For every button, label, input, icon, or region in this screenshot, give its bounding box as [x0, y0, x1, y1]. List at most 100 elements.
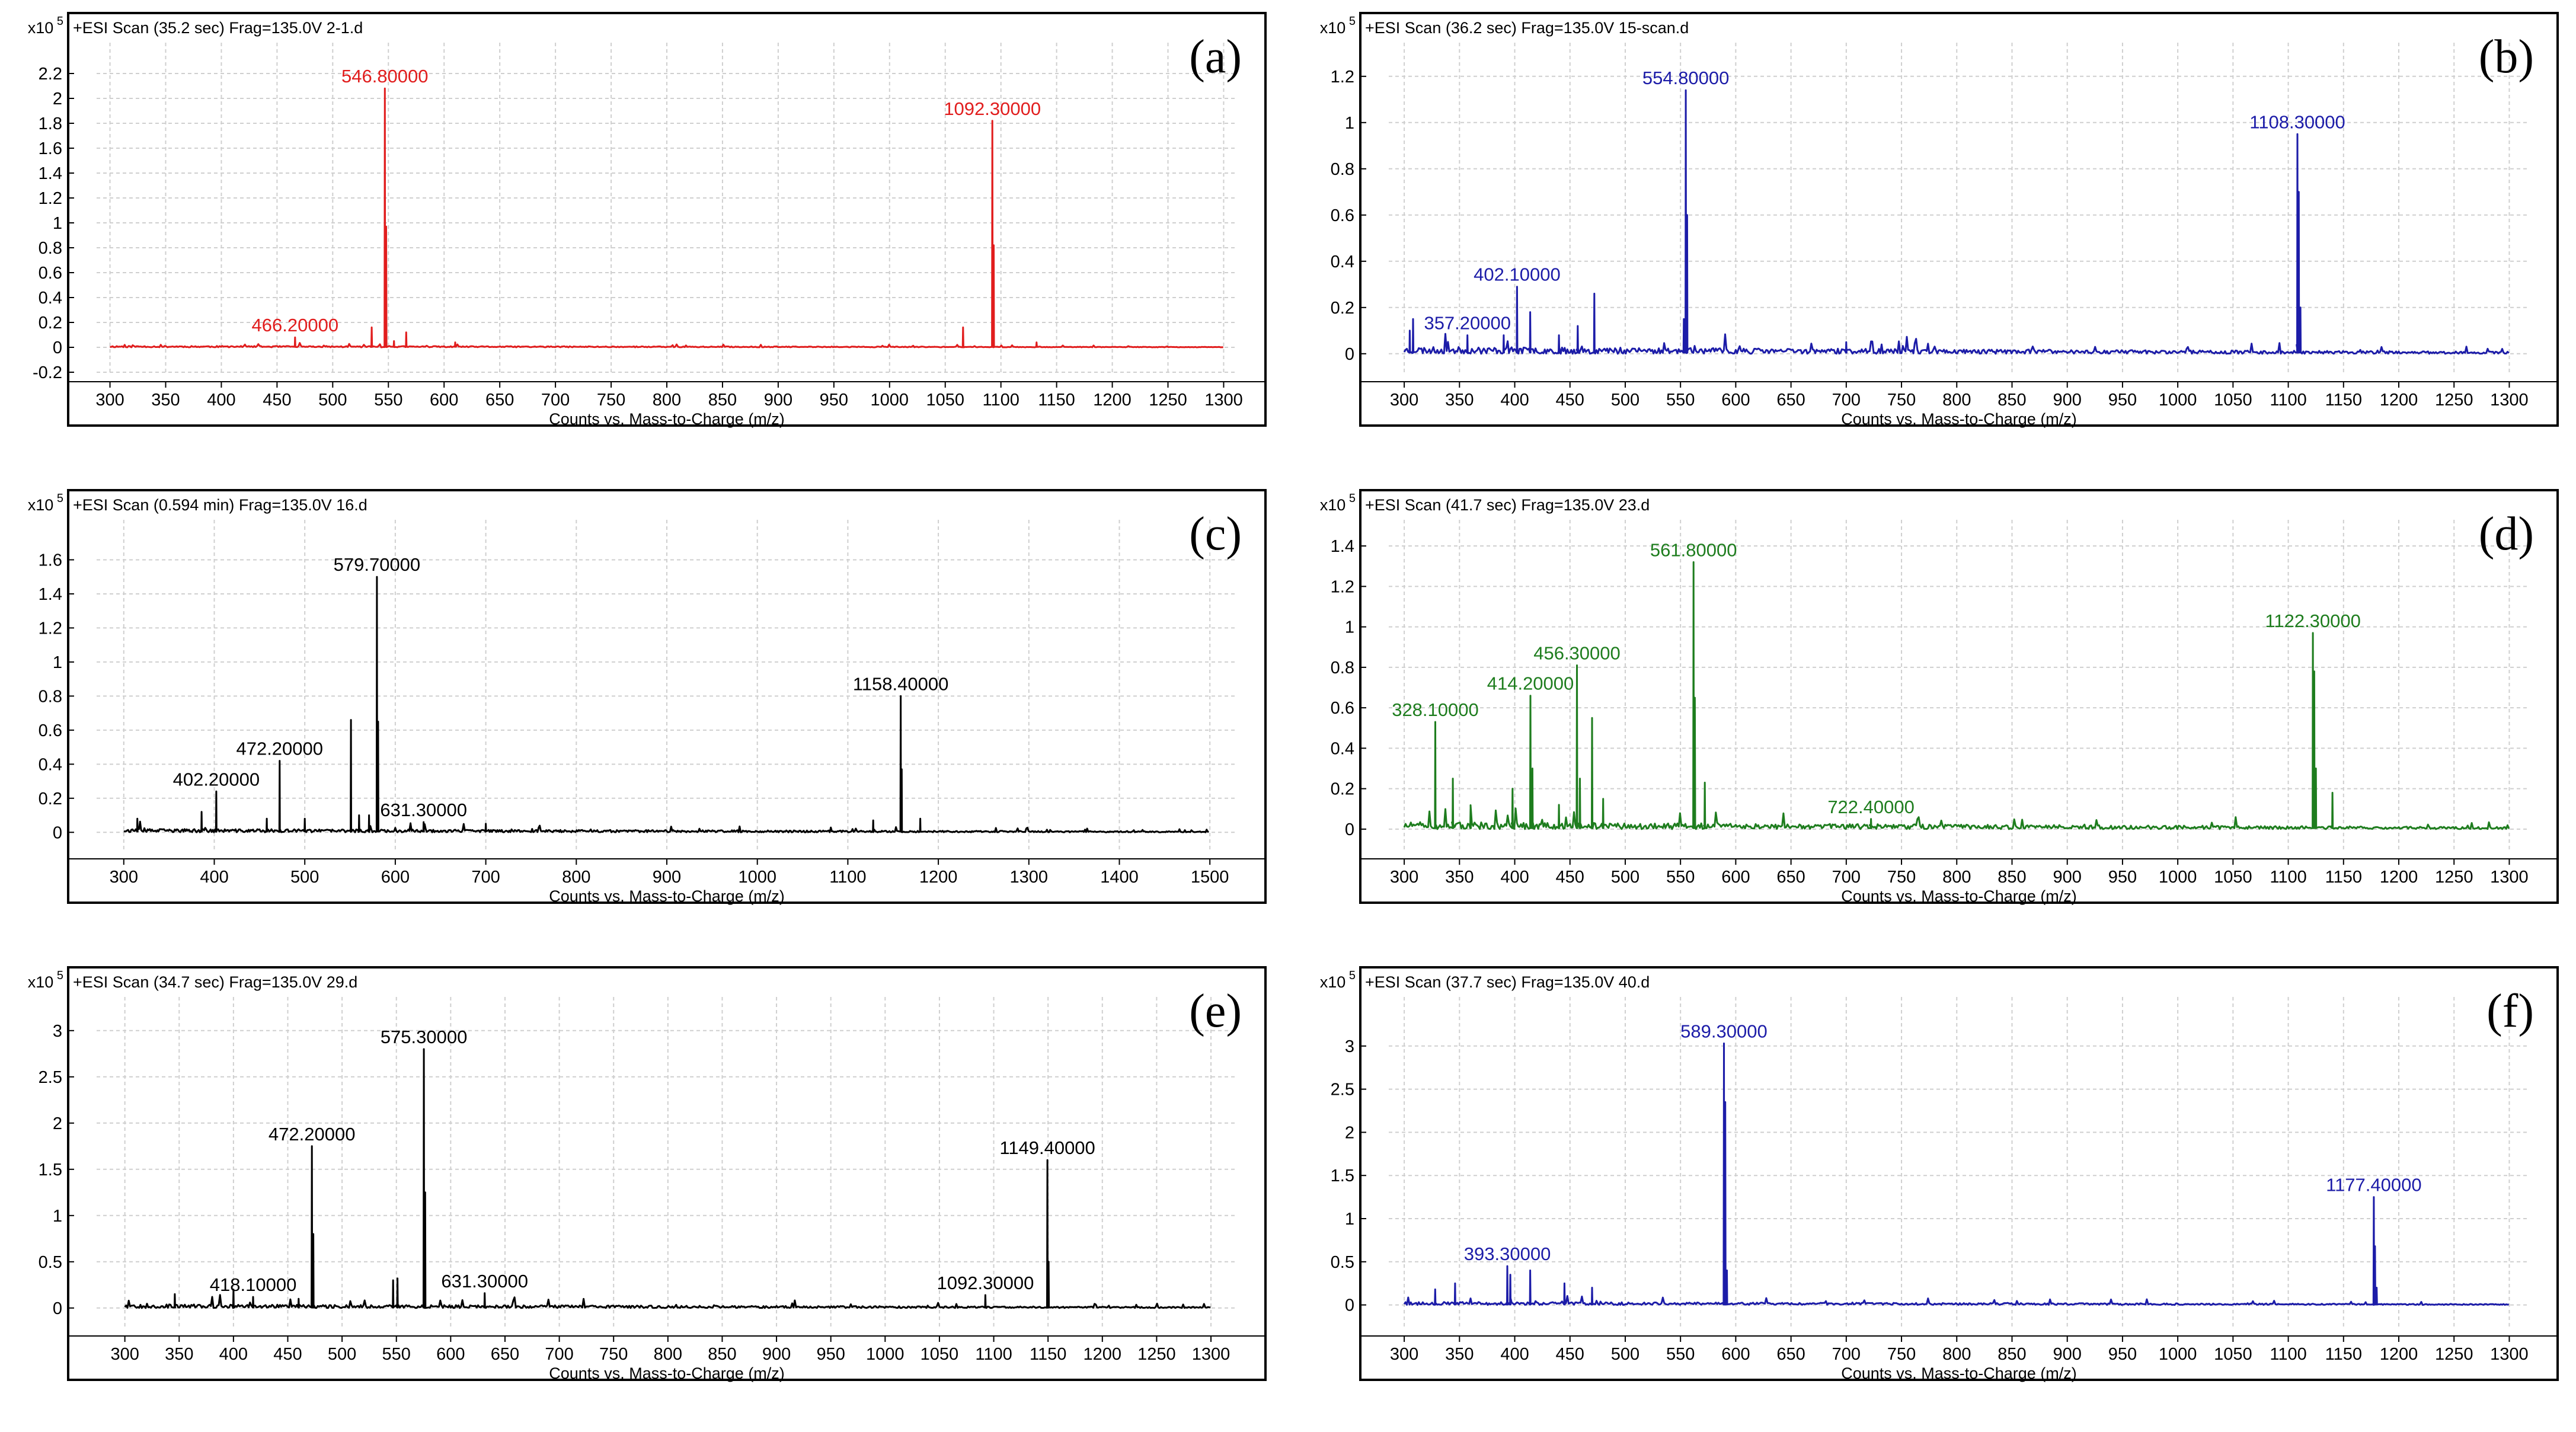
peak-label: 456.30000	[1533, 643, 1621, 663]
x-tick-label: 700	[545, 1345, 573, 1364]
panel-letter: (b)	[2479, 31, 2534, 83]
x-tick-label: 750	[1887, 1345, 1916, 1364]
x-tick-label: 350	[151, 391, 180, 410]
x-tick-label: 850	[708, 1345, 736, 1364]
y-tick-label: 2	[53, 1114, 62, 1133]
y-scale-factor: x10 5	[28, 15, 63, 37]
peak-label: 357.20000	[1424, 313, 1511, 334]
y-tick-label: 0	[1345, 1296, 1354, 1315]
x-tick-label: 1300	[2490, 1345, 2529, 1364]
y-tick-label: 1	[1345, 618, 1354, 637]
x-tick-label: 1100	[829, 868, 866, 887]
y-tick-label: 1	[53, 653, 62, 672]
y-tick-label: 0	[53, 823, 62, 842]
panel-frame	[1359, 12, 2559, 427]
y-tick-label: 0.4	[1331, 252, 1354, 271]
x-tick-label: 1250	[2435, 868, 2473, 887]
x-tick-label: 650	[1776, 391, 1805, 410]
x-tick-label: 1050	[926, 391, 964, 410]
panel-letter: (d)	[2479, 508, 2534, 560]
x-axis-label: Counts vs. Mass-to-Charge (m/z)	[549, 1364, 785, 1382]
x-tick-label: 450	[273, 1345, 302, 1364]
x-tick-label: 1050	[2214, 1345, 2252, 1364]
panel-letter: (f)	[2486, 985, 2534, 1037]
x-tick-label: 300	[110, 1345, 139, 1364]
x-tick-label: 400	[1500, 391, 1529, 410]
peak-label: 579.70000	[334, 554, 421, 575]
peak-label: 1158.40000	[853, 673, 948, 694]
x-tick-label: 1000	[2159, 391, 2197, 410]
x-tick-label: 800	[1942, 391, 1971, 410]
x-tick-label: 900	[762, 1345, 791, 1364]
x-tick-label: 450	[1556, 1345, 1584, 1364]
x-axis-label: Counts vs. Mass-to-Charge (m/z)	[549, 887, 785, 905]
x-tick-label: 900	[764, 391, 792, 410]
x-tick-label: 300	[1390, 1345, 1418, 1364]
y-tick-label: 1.2	[39, 189, 62, 208]
y-tick-label: 1	[53, 1207, 62, 1226]
x-tick-label: 1100	[2270, 868, 2306, 887]
x-tick-label: 950	[820, 391, 848, 410]
x-tick-label: 800	[653, 391, 681, 410]
y-tick-label: -0.2	[33, 363, 62, 382]
chart-panel-a: 300 350 400 450 500 550 600 650 700 750 800 850 900 9…	[28, 12, 1267, 428]
x-tick-label: 550	[1666, 868, 1695, 887]
x-tick-label: 350	[1445, 868, 1474, 887]
y-tick-label: 0.6	[39, 721, 62, 740]
x-tick-label: 850	[1997, 1345, 2026, 1364]
x-tick-label: 900	[2053, 868, 2082, 887]
y-tick-label: 3	[53, 1022, 62, 1041]
y-tick-label: 0	[53, 1299, 62, 1318]
x-tick-label: 1000	[738, 868, 776, 887]
y-tick-label: 0.2	[1331, 780, 1354, 799]
x-tick-label: 1100	[2270, 391, 2306, 410]
peak-label: 472.20000	[236, 739, 323, 759]
x-tick-label: 500	[1611, 391, 1639, 410]
x-tick-label: 500	[1611, 868, 1639, 887]
peak-label: 418.10000	[210, 1274, 297, 1295]
panel-frame	[1359, 966, 2559, 1381]
peak-label: 402.20000	[173, 769, 260, 789]
x-tick-label: 300	[110, 868, 138, 887]
x-tick-label: 550	[1666, 1345, 1695, 1364]
x-tick-label: 900	[2053, 1345, 2082, 1364]
x-tick-label: 1000	[2159, 1345, 2197, 1364]
y-tick-label: 0.5	[1331, 1253, 1354, 1272]
gridlines	[97, 43, 1237, 373]
panel-frame	[1359, 489, 2559, 904]
x-tick-label: 1100	[2270, 1345, 2306, 1364]
x-tick-label: 750	[1887, 868, 1916, 887]
peak-label: 393.30000	[1464, 1244, 1551, 1264]
y-tick-label: 0	[1345, 345, 1354, 364]
x-tick-label: 650	[1776, 868, 1805, 887]
x-tick-label: 1250	[2435, 391, 2473, 410]
chart-panel-f: 300 350 400 450 500 550 600 650 700 750 800 850 900 9…	[1320, 966, 2559, 1382]
x-tick-label: 1300	[1192, 1345, 1231, 1364]
x-tick-label: 350	[165, 1345, 193, 1364]
x-tick-label: 1050	[921, 1345, 959, 1364]
x-tick-label: 1200	[1093, 391, 1132, 410]
y-tick-label: 0.4	[39, 289, 62, 308]
peak-label: 472.20000	[269, 1124, 356, 1145]
y-tick-label: 2	[53, 90, 62, 108]
x-tick-label: 600	[1721, 868, 1750, 887]
x-tick-label: 1000	[866, 1345, 905, 1364]
x-tick-label: 650	[1776, 1345, 1805, 1364]
x-tick-label: 850	[1997, 868, 2026, 887]
x-tick-label: 400	[207, 391, 235, 410]
y-tick-label: 3	[1345, 1037, 1354, 1056]
y-tick-label: 0.2	[39, 789, 62, 808]
y-tick-label: 0.2	[1331, 299, 1354, 318]
x-tick-label: 800	[654, 1345, 682, 1364]
x-tick-label: 350	[1445, 391, 1474, 410]
peak-label: 466.20000	[252, 315, 339, 335]
x-tick-label: 1050	[2214, 868, 2252, 887]
x-tick-label: 1200	[2380, 868, 2418, 887]
y-scale-factor: x10 5	[1320, 492, 1356, 514]
peak-label: 328.10000	[1392, 699, 1479, 720]
peak-label: 554.80000	[1642, 68, 1730, 88]
x-tick-label: 750	[599, 1345, 628, 1364]
spectrum-line	[1403, 89, 2510, 355]
x-tick-label: 1200	[1084, 1345, 1122, 1364]
x-tick-label: 300	[1390, 391, 1418, 410]
